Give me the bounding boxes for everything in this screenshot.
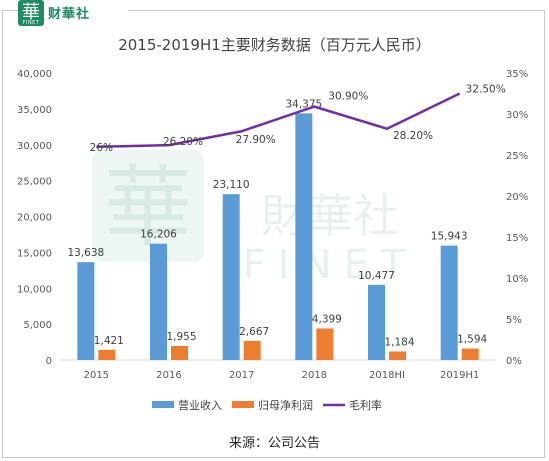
watermark-logo-icon	[92, 150, 204, 262]
legend-label: 毛利率	[349, 398, 382, 412]
profit-bar-label: 1,184	[384, 337, 414, 349]
y-right-tick-label: 30%	[506, 110, 528, 121]
y-left-tick-label: 30,000	[17, 141, 52, 152]
revenue-bar-label: 13,638	[67, 247, 104, 259]
chart-title: 2015-2019H1主要财务数据（百万元人民币）	[118, 36, 431, 54]
y-left-tick-label: 0	[46, 356, 52, 367]
legend-label: 归母净利润	[258, 398, 313, 412]
brand-badge: 華 FINET 财華社	[18, 0, 128, 26]
watermark-latin: FINET	[243, 242, 417, 288]
legend-swatch	[152, 401, 174, 408]
revenue-bar	[150, 243, 167, 360]
margin-point-label: 27.90%	[236, 134, 276, 146]
y-right-tick-label: 0%	[506, 356, 522, 367]
x-tick-label: 2018HI	[369, 370, 405, 381]
revenue-bar	[295, 113, 313, 360]
revenue-bar	[440, 245, 458, 360]
y-left-tick-label: 10,000	[17, 284, 52, 295]
y-right-tick-label: 25%	[506, 151, 528, 162]
profit-bar	[389, 351, 406, 360]
legend-label: 营业收入	[178, 398, 222, 412]
margin-point-label: 26%	[90, 142, 113, 154]
revenue-bar-label: 15,943	[431, 231, 468, 243]
revenue-bar	[368, 284, 385, 360]
revenue-bar	[77, 262, 95, 360]
profit-bar	[171, 345, 188, 360]
margin-line	[96, 92, 461, 149]
y-left-tick-label: 35,000	[17, 105, 52, 116]
y-right-tick-label: 10%	[506, 274, 528, 285]
profit-bar-label: 2,667	[239, 326, 269, 338]
profit-bar	[98, 349, 116, 360]
legend-swatch	[232, 401, 254, 408]
y-left-tick-label: 15,000	[17, 248, 52, 259]
watermark-logo-char: 華	[104, 156, 192, 259]
revenue-bar	[222, 194, 240, 360]
y-left-tick-label: 40,000	[17, 69, 52, 80]
revenue-bar-label: 23,110	[213, 179, 250, 191]
brand-logo-char: 華	[22, 2, 40, 23]
revenue-bar-label: 16,206	[140, 229, 177, 241]
profit-bar-label: 1,955	[166, 331, 196, 343]
profit-bar	[243, 340, 261, 360]
profit-bar-label: 1,594	[457, 334, 487, 346]
y-right-tick-label: 5%	[506, 315, 522, 326]
margin-point-label: 32.50%	[466, 84, 506, 96]
profit-bar-label: 1,421	[94, 335, 124, 347]
revenue-bar-label: 10,477	[358, 270, 395, 282]
brand-logo-icon: 華	[18, 0, 44, 26]
brand-name: 财華社	[48, 7, 91, 22]
y-right-tick-label: 20%	[506, 192, 528, 203]
margin-point-label: 28.20%	[393, 130, 433, 142]
y-left-tick-label: 25,000	[17, 177, 52, 188]
profit-bar	[316, 328, 334, 360]
x-tick-label: 2015	[84, 370, 109, 381]
chart-frame	[2, 10, 545, 458]
watermark-brand-name: 財華社	[261, 189, 399, 243]
x-tick-label: 2018	[302, 370, 327, 381]
margin-point-label: 26.20%	[163, 136, 203, 148]
profit-bar-label: 4,399	[312, 313, 342, 325]
source-note: 来源：公司公告	[228, 436, 320, 451]
y-right-tick-label: 35%	[506, 69, 528, 80]
x-tick-label: 2017	[229, 370, 254, 381]
y-right-tick-label: 15%	[506, 233, 528, 244]
margin-point-label: 30.90%	[328, 91, 368, 103]
y-left-tick-label: 20,000	[17, 213, 52, 224]
profit-bar	[461, 348, 479, 360]
brand-logo-sub: FINET	[22, 20, 40, 26]
x-tick-label: 2016	[156, 370, 181, 381]
x-tick-label: 2019H1	[440, 370, 479, 381]
y-left-tick-label: 5,000	[23, 320, 52, 331]
